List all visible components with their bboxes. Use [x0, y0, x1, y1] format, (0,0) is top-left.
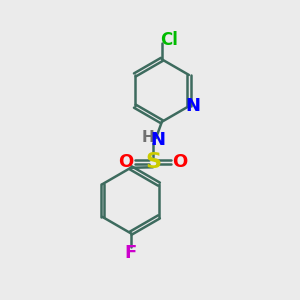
Text: N: N [150, 130, 165, 148]
Text: S: S [145, 152, 161, 172]
Text: O: O [172, 153, 187, 171]
Text: O: O [118, 153, 134, 171]
Text: H: H [141, 130, 154, 145]
Text: F: F [124, 244, 137, 262]
Text: Cl: Cl [160, 31, 178, 49]
Text: N: N [186, 97, 201, 115]
